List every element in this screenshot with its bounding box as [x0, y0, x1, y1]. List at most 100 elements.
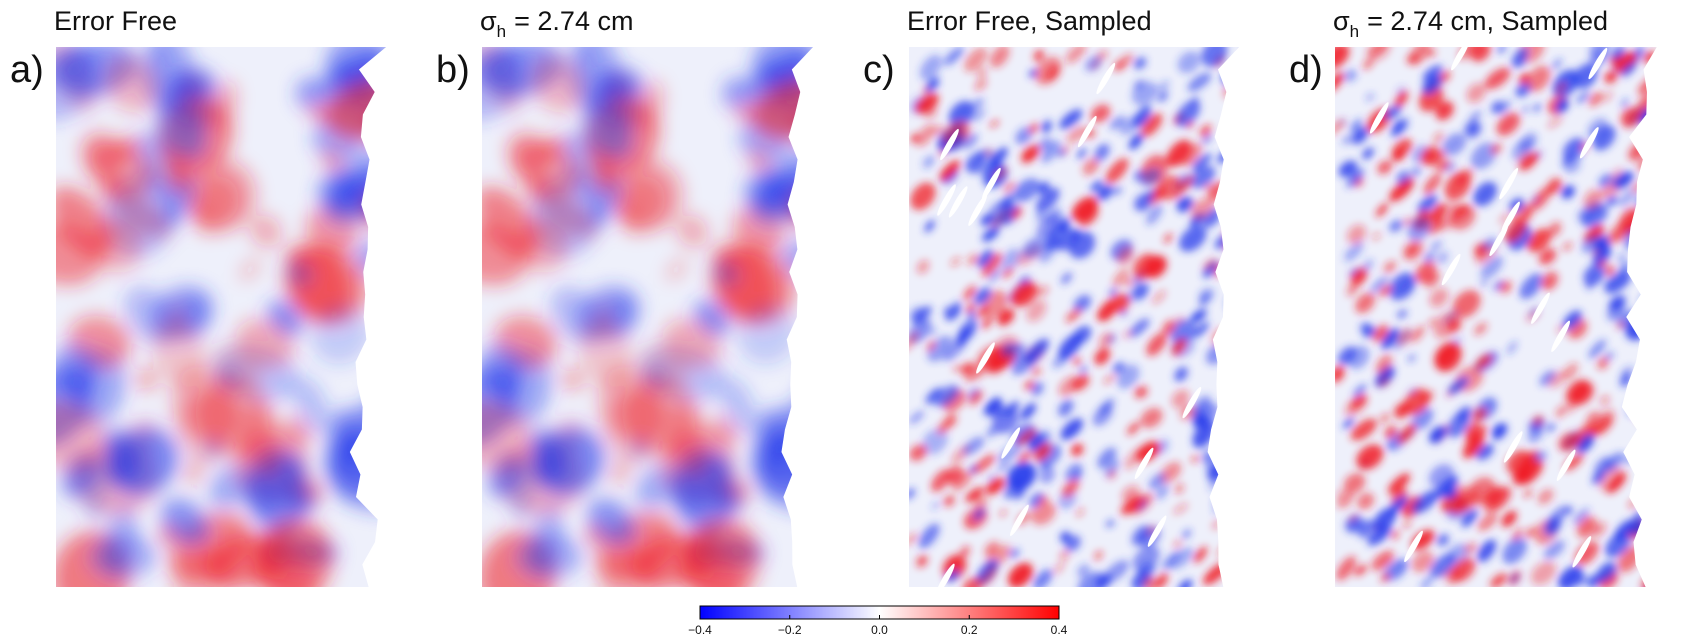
- field-blob: [1444, 172, 1471, 201]
- field-blob: [1072, 357, 1082, 366]
- field-map: [1335, 47, 1674, 587]
- field-blob: [1235, 79, 1240, 95]
- field-blob: [1246, 182, 1258, 193]
- field-blob: [1015, 126, 1033, 145]
- colorbar-tick-label: −0.2: [778, 623, 802, 637]
- field-blob: [1587, 574, 1601, 587]
- field-blob: [1581, 235, 1601, 254]
- field-blob: [1411, 490, 1439, 514]
- field-blob: [1448, 376, 1469, 395]
- field-blob: [1105, 158, 1129, 184]
- sampling-gap: [1134, 447, 1154, 480]
- field-blob: [1519, 273, 1543, 300]
- field-blob: [1349, 513, 1358, 523]
- field-blob: [1025, 338, 1049, 364]
- field-blob: [1384, 105, 1402, 120]
- field-blob: [910, 182, 936, 210]
- field-blob: [967, 253, 980, 266]
- field-blob: [1534, 450, 1547, 464]
- field-blob: [1656, 507, 1674, 526]
- field-blob: [971, 109, 986, 122]
- field-blob: [1058, 399, 1074, 417]
- field-blob: [1346, 168, 1365, 188]
- field-blob: [1519, 132, 1538, 152]
- panel-letter: d): [1289, 49, 1323, 91]
- field-blob: [1178, 579, 1193, 587]
- field-blob: [1428, 150, 1446, 167]
- field-blob: [927, 335, 953, 362]
- field-blob: [1620, 366, 1634, 378]
- field-blob: [173, 545, 232, 587]
- field-blob: [1228, 518, 1237, 527]
- field-blob: [1527, 65, 1551, 92]
- field-blob: [926, 77, 940, 93]
- field-blob: [1444, 161, 1457, 173]
- field-blob: [1394, 91, 1409, 108]
- field-blob: [1522, 105, 1529, 114]
- field-blob: [85, 140, 155, 198]
- field-blob: [1225, 219, 1240, 241]
- field-blob: [1031, 366, 1042, 377]
- field-blob: [1059, 550, 1070, 561]
- field-blob: [909, 410, 925, 425]
- field-blob: [1372, 324, 1389, 343]
- sampling-gap: [948, 186, 968, 218]
- field-blob: [982, 226, 1000, 242]
- field-blob: [1592, 125, 1616, 151]
- field-blob: [1044, 207, 1063, 225]
- field-blob: [924, 220, 935, 233]
- field-blob: [1077, 147, 1087, 160]
- field-blob: [1024, 380, 1034, 390]
- field-blob: [1094, 348, 1111, 366]
- field-blob: [965, 487, 984, 503]
- field-blob: [1592, 522, 1607, 538]
- field-blob: [1033, 49, 1044, 62]
- field-blob: [1148, 473, 1166, 490]
- field-blob: [1660, 62, 1671, 73]
- field-blob: [1097, 447, 1117, 469]
- field-blob: [1476, 443, 1494, 459]
- field-blob: [1247, 532, 1271, 556]
- field-blob: [962, 577, 982, 587]
- sampling-gap: [1489, 224, 1509, 257]
- field-blob: [988, 401, 1005, 418]
- field-blob: [1527, 426, 1544, 443]
- field-map: [482, 47, 814, 587]
- field-blob: [1099, 332, 1113, 348]
- field-blob: [1434, 342, 1462, 372]
- field-blob: [1613, 171, 1634, 189]
- field-blob: [1424, 252, 1435, 263]
- panel-title: σh = 2.74 cm: [480, 6, 633, 41]
- field-blob: [1193, 413, 1208, 428]
- field-blob: [1467, 477, 1496, 505]
- field-blob: [1555, 98, 1569, 113]
- field-blob: [1351, 126, 1369, 145]
- panel-letter: a): [10, 49, 44, 91]
- field-blob: [1030, 501, 1056, 525]
- field-blob: [1462, 434, 1485, 459]
- field-blob: [1009, 548, 1020, 558]
- panel-title: Error Free, Sampled: [907, 6, 1152, 36]
- colorbar-tick-label: 0.0: [871, 623, 888, 637]
- field-blob: [600, 545, 659, 587]
- field-blob: [1620, 61, 1637, 77]
- field-blob: [562, 368, 584, 390]
- sampling-gap: [1182, 386, 1202, 419]
- field-blob: [987, 357, 1006, 374]
- field-blob: [955, 327, 972, 347]
- field-blob: [1232, 506, 1240, 514]
- field-blob: [1394, 402, 1410, 419]
- field-blob: [1174, 366, 1188, 382]
- field-blob: [1342, 135, 1352, 145]
- field-blob: [1655, 400, 1657, 427]
- field-blob: [1470, 47, 1491, 62]
- field-blob: [1547, 116, 1563, 129]
- field-blob: [1199, 124, 1212, 137]
- field-blob: [1134, 386, 1148, 399]
- field-blob: [668, 402, 710, 478]
- field-blob: [1499, 281, 1512, 294]
- field-blob: [254, 517, 333, 587]
- field-blob: [184, 459, 204, 485]
- field-blob: [915, 124, 936, 147]
- field-blob: [1366, 47, 1388, 57]
